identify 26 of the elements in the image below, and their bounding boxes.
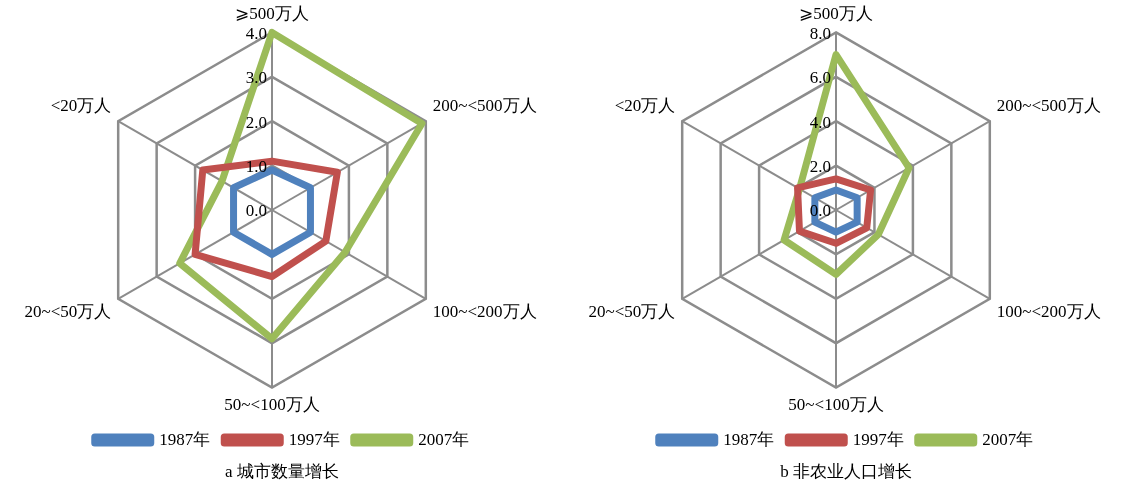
spoke-label: <20万人: [50, 96, 112, 116]
spoke-label: 20~<50万人: [24, 302, 112, 322]
y-tick-label: 4.0: [245, 23, 267, 43]
legend-label: 1997年: [288, 429, 340, 449]
text: b 非农业人口增长: [780, 462, 912, 482]
spoke-label: <20万人: [614, 96, 676, 116]
legend-label: 1997年: [852, 429, 904, 449]
spoke-label: 20~<50万人: [588, 302, 676, 322]
spoke-label: 100~<200万人: [432, 302, 537, 322]
spoke-label: 100~<200万人: [996, 302, 1101, 322]
spoke-label: ⩾500万人: [235, 3, 309, 23]
legend-label: 1987年: [159, 429, 211, 449]
spoke-label: ⩾500万人: [799, 3, 873, 23]
y-tick-label: 0.0: [245, 201, 267, 221]
spoke-label: 50~<100万人: [788, 395, 884, 415]
spoke-label: 50~<100万人: [224, 395, 320, 415]
legend-label: 2007年: [982, 429, 1034, 449]
y-tick-label: 2.0: [245, 112, 267, 132]
legend-label: 1987年: [723, 429, 775, 449]
y-tick-label: 1.0: [245, 157, 267, 177]
text: a 城市数量增长: [225, 462, 339, 482]
spoke-label: 200~<500万人: [996, 96, 1101, 116]
legend-label: 2007年: [418, 429, 470, 449]
y-tick-label: 2.0: [809, 157, 831, 177]
spoke-label: 200~<500万人: [432, 96, 537, 116]
y-tick-label: 8.0: [809, 23, 831, 43]
